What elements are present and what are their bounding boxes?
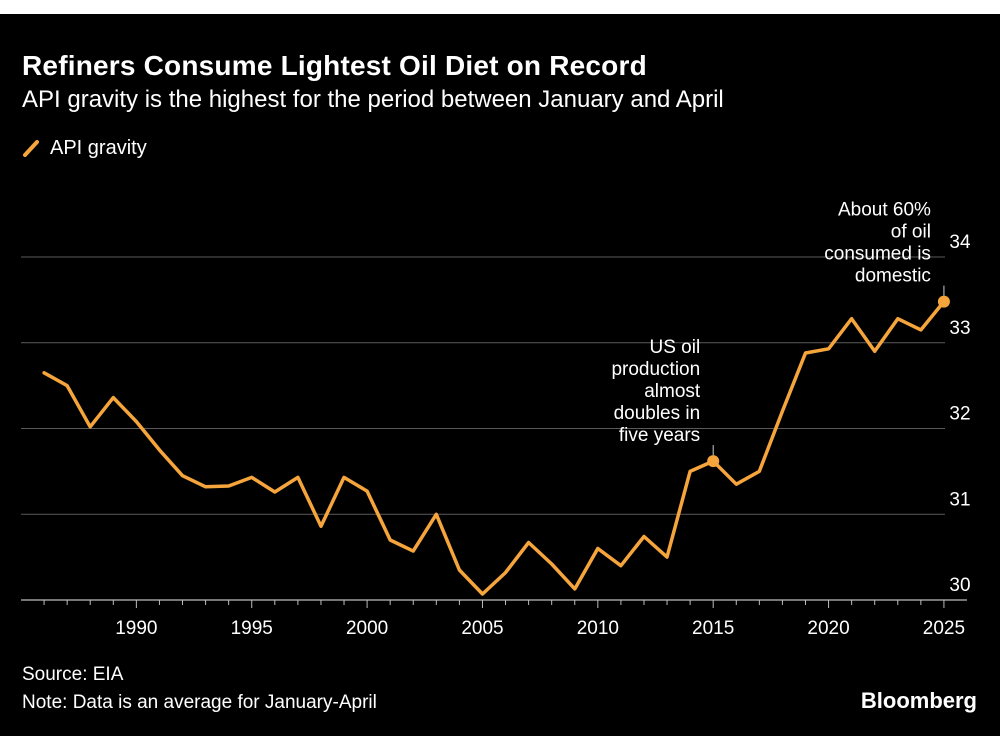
legend-swatch-icon bbox=[23, 140, 39, 157]
annotation-text-2015-0: US oil bbox=[650, 337, 701, 358]
annotation-text-2025-1: of oil bbox=[891, 222, 931, 243]
x-tick-label-1995: 1995 bbox=[231, 618, 273, 639]
annotation-text-2015-4: five years bbox=[619, 425, 700, 446]
x-tick-label-2025: 2025 bbox=[923, 618, 965, 639]
annotation-text-2025-0: About 60% bbox=[838, 200, 931, 221]
note-text: Note: Data is an average for January-Apr… bbox=[22, 692, 377, 713]
x-tick-label-2015: 2015 bbox=[692, 618, 734, 639]
annotation-text-2025-3: domestic bbox=[855, 266, 931, 287]
x-tick-label-2010: 2010 bbox=[577, 618, 619, 639]
bloomberg-logo: Bloomberg bbox=[860, 688, 977, 713]
x-tick-label-2005: 2005 bbox=[461, 618, 503, 639]
legend-label: API gravity bbox=[50, 136, 147, 159]
annotation-point-2015 bbox=[707, 455, 720, 468]
annotation-text-2015-2: almost bbox=[644, 381, 701, 402]
annotation-text-2015-3: doubles in bbox=[614, 403, 701, 424]
annotation-point-2025 bbox=[937, 295, 950, 308]
line-chart: 30 31 32 33 34 1990 1995 2000 2005 2010 2015 2020 20… bbox=[21, 200, 971, 639]
y-tick-label-32: 32 bbox=[949, 404, 970, 425]
x-tick-label-2000: 2000 bbox=[346, 618, 388, 639]
annotation-text-2015-1: production bbox=[611, 359, 700, 380]
annotation-text-2025-2: consumed is bbox=[824, 244, 931, 265]
chart-title: Refiners Consume Lightest Oil Diet on Re… bbox=[22, 50, 647, 81]
y-tick-label-31: 31 bbox=[949, 489, 970, 510]
x-tick-label-2020: 2020 bbox=[807, 618, 849, 639]
source-text: Source: EIA bbox=[22, 664, 124, 685]
chart-frame: Refiners Consume Lightest Oil Diet on Re… bbox=[0, 14, 1000, 736]
chart-subtitle: API gravity is the highest for the perio… bbox=[22, 86, 724, 113]
legend: API gravity bbox=[22, 134, 147, 162]
y-tick-label-34: 34 bbox=[949, 232, 971, 253]
series-line-api-gravity bbox=[42, 299, 946, 596]
y-tick-label-33: 33 bbox=[949, 318, 970, 339]
x-tick-label-1990: 1990 bbox=[115, 618, 157, 639]
y-tick-label-30: 30 bbox=[949, 575, 970, 596]
